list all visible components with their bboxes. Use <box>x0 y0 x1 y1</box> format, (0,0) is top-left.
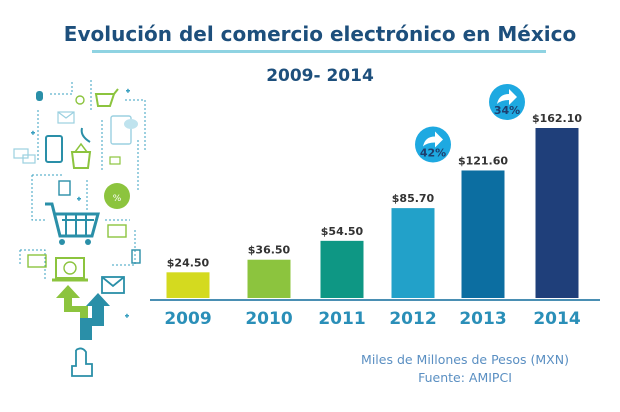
smartphone-icon <box>45 135 63 163</box>
tablet-icon <box>110 115 138 145</box>
chat-icon <box>109 156 121 165</box>
title-underline <box>92 50 546 53</box>
value-label-2011: $54.50 <box>321 225 364 238</box>
chat-bubble-icon <box>13 148 36 164</box>
bar-2009 <box>166 272 210 298</box>
x-tick-label-2010: 2010 <box>245 309 292 329</box>
value-label-2010: $36.50 <box>248 244 291 257</box>
credit-card-icon <box>27 254 47 268</box>
bar-2013 <box>461 170 505 298</box>
x-tick-label-2009: 2009 <box>164 309 211 329</box>
bar-2010 <box>247 259 291 298</box>
value-label-2012: $85.70 <box>392 192 435 205</box>
units-note: Miles de Millones de Pesos (MXN) <box>361 352 569 367</box>
growth-label-2014: 34% <box>494 104 520 117</box>
arrow-up-green-icon <box>56 285 88 320</box>
badge-circle <box>489 84 525 120</box>
x-tick-label-2011: 2011 <box>318 309 365 329</box>
phone-call-icon <box>80 127 91 143</box>
badge-circle <box>415 126 451 163</box>
folder-icon <box>107 224 127 238</box>
source-note: Fuente: AMIPCI <box>418 370 512 385</box>
curved-arrow-icon <box>497 89 517 105</box>
lightbulb-icon <box>75 95 85 105</box>
chart-subtitle: 2009- 2014 <box>266 66 374 86</box>
bar-2011 <box>320 240 364 298</box>
mobile-icon <box>131 249 141 264</box>
growth-label-2013: 42% <box>420 146 446 159</box>
value-label-2013: $121.60 <box>458 154 508 167</box>
shopping-basket-icon <box>70 142 92 169</box>
growth-badge-2013: 42% <box>415 126 451 163</box>
plus-decorations <box>31 88 130 318</box>
curved-arrow-icon <box>423 131 443 148</box>
chart-title: Evolución del comercio electrónico en Mé… <box>63 22 577 46</box>
bar-2014 <box>535 128 579 298</box>
lightbulb-icon <box>36 91 43 101</box>
envelope-large-icon <box>101 276 125 294</box>
arrow-up-blue-icon <box>80 293 110 340</box>
svg-text:%: % <box>113 194 122 204</box>
shopping-cart-icon <box>45 202 100 245</box>
dotted-connectors <box>19 80 146 280</box>
x-tick-label-2013: 2013 <box>459 309 506 329</box>
shopping-cart-small-icon <box>94 88 119 107</box>
bar-2012 <box>391 208 435 298</box>
x-tick-label-2012: 2012 <box>389 309 436 329</box>
x-tick-label-2014: 2014 <box>533 309 580 329</box>
envelope-icon <box>57 111 75 124</box>
value-label-2014: $162.10 <box>532 112 582 125</box>
discount-badge-icon: % <box>104 183 130 209</box>
laptop-globe-icon <box>52 257 88 282</box>
document-icon <box>58 180 71 196</box>
pointer-hand-icon <box>71 347 93 377</box>
ecommerce-illustration: % <box>13 80 146 377</box>
value-label-2009: $24.50 <box>167 256 210 269</box>
growth-badge-2014: 34% <box>489 84 525 120</box>
